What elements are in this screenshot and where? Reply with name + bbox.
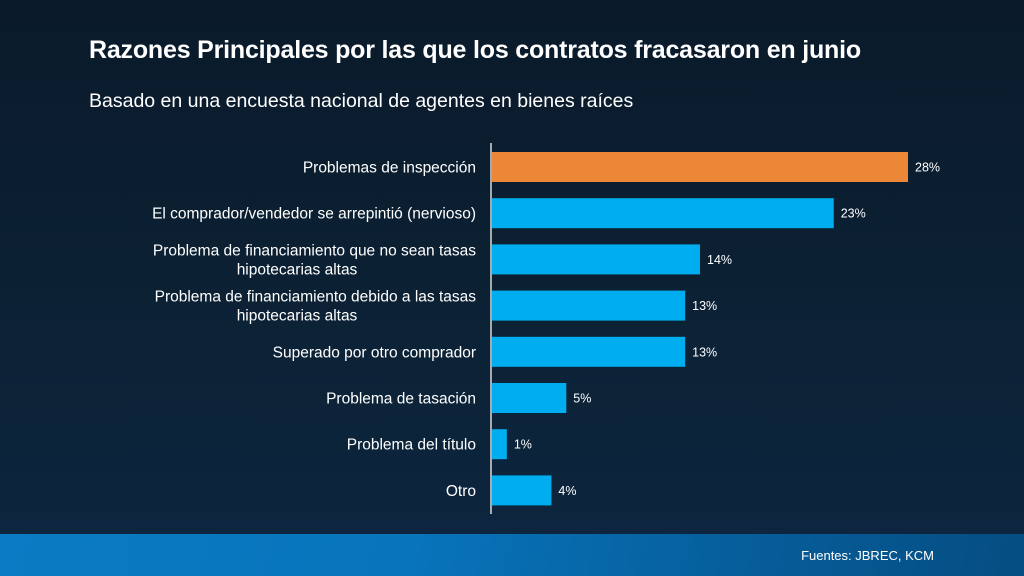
bar [492,244,700,275]
category-label: Problema del título [347,437,476,454]
category-label: El comprador/vendedor se arrepintió (ner… [152,206,476,223]
category-label: Problema de financiamiento que no sean t… [153,242,476,259]
bar [492,336,686,367]
data-label: 13% [692,299,717,313]
bar [492,475,552,506]
category-label: Otro [446,483,476,500]
bar [492,383,567,413]
bar-chart: 28% Problemas de inspección 23% El comprado… [152,143,940,514]
bar [492,290,686,321]
category-label: Problemas de inspección [303,160,476,177]
data-label: 13% [692,345,717,359]
data-label: 5% [573,392,591,406]
data-label: 14% [707,253,732,267]
category-label: Problema de tasación [326,391,476,408]
bar [492,429,507,460]
category-label: hipotecarias altas [237,261,358,278]
footer-band: Fuentes: JBREC, KCM [0,534,1024,576]
category-label: Problema de financiamiento debido a las … [155,289,477,306]
chart-title: Razones Principales por las que los cont… [89,36,861,64]
source-text: Fuentes: JBREC, KCM [801,548,934,563]
category-label: Superado por otro comprador [273,344,476,361]
chart-subtitle: Basado en una encuesta nacional de agent… [89,90,634,112]
data-label: 1% [514,438,532,452]
bar [492,152,908,182]
category-label: hipotecarias altas [237,308,358,325]
data-label: 4% [558,484,576,498]
data-label: 23% [841,207,866,221]
bar [492,198,834,229]
data-label: 28% [915,161,940,175]
